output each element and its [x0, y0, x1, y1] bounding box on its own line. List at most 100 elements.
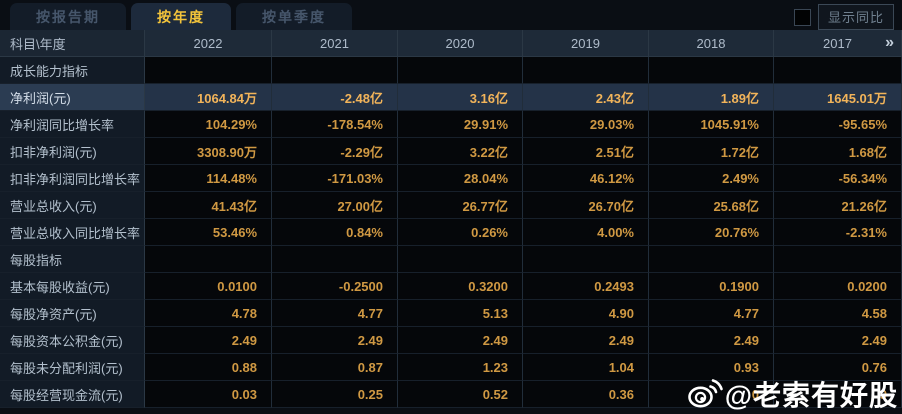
table-row[interactable]: 每股未分配利润(元) 0.88 0.87 1.23 1.04 0.93 0.76 — [0, 354, 902, 381]
cell-value: 3.22亿 — [398, 138, 523, 165]
cell-value: 4.77 — [649, 300, 774, 327]
cell-value: 0.25 — [272, 381, 398, 408]
cell-value: 0.52 — [398, 381, 523, 408]
column-header-2022[interactable]: 2022 — [145, 30, 272, 57]
table-header-row: 科目\年度 2022 2021 2020 2019 2018 2017 » — [0, 30, 902, 57]
cell-value: 4.77 — [272, 300, 398, 327]
cell-value — [272, 246, 398, 273]
row-label: 营业总收入(元) — [0, 192, 145, 219]
row-label: 基本每股收益(元) — [0, 273, 145, 300]
row-label: 扣非净利润同比增长率 — [0, 165, 145, 192]
cell-value: 5.13 — [398, 300, 523, 327]
table-row[interactable]: 净利润同比增长率 104.29% -178.54% 29.91% 29.03% 1045.… — [0, 111, 902, 138]
cell-value: 2.49 — [774, 327, 902, 354]
period-tabbar: 按报告期 按年度 按单季度 显示同比 — [0, 0, 902, 30]
cell-value: 3.16亿 — [398, 84, 523, 111]
cell-value: 0.76 — [774, 354, 902, 381]
cell-value: -2.29亿 — [272, 138, 398, 165]
cell-value: 2.49% — [649, 165, 774, 192]
column-header-2021[interactable]: 2021 — [272, 30, 398, 57]
cell-value: 0.2493 — [523, 273, 649, 300]
cell-value: 1.68亿 — [774, 138, 902, 165]
cell-value: 4.58 — [774, 300, 902, 327]
cell-value — [523, 246, 649, 273]
tab-yearly[interactable]: 按年度 — [131, 3, 231, 30]
cell-value: 27.00亿 — [272, 192, 398, 219]
row-label: 每股资本公积金(元) — [0, 327, 145, 354]
row-label: 每股未分配利润(元) — [0, 354, 145, 381]
column-header-2018[interactable]: 2018 — [649, 30, 774, 57]
cell-value — [145, 57, 272, 84]
cell-value: 104.29% — [145, 111, 272, 138]
cell-value: 0.0200 — [774, 273, 902, 300]
cell-value: 0.26% — [398, 219, 523, 246]
table-row[interactable]: 扣非净利润(元) 3308.90万 -2.29亿 3.22亿 2.51亿 1.72亿 1.6… — [0, 138, 902, 165]
cell-value: 1064.84万 — [145, 84, 272, 111]
column-header-2019[interactable]: 2019 — [523, 30, 649, 57]
table-row[interactable]: 营业总收入(元) 41.43亿 27.00亿 26.77亿 26.70亿 25.68亿 21… — [0, 192, 902, 219]
cell-value — [649, 246, 774, 273]
table-row[interactable]: 营业总收入同比增长率 53.46% 0.84% 0.26% 4.00% 20.76% -2.… — [0, 219, 902, 246]
cell-value: 4.90 — [523, 300, 649, 327]
cell-value — [774, 57, 902, 84]
table-row[interactable]: 扣非净利润同比增长率 114.48% -171.03% 28.04% 46.12% 2.4… — [0, 165, 902, 192]
cell-value: 0.84% — [272, 219, 398, 246]
cell-value: 2.49 — [145, 327, 272, 354]
row-label: 每股净资产(元) — [0, 300, 145, 327]
corner-header: 科目\年度 — [0, 30, 145, 57]
cell-value: 2.51亿 — [523, 138, 649, 165]
cell-value: 0.88 — [145, 354, 272, 381]
row-label: 成长能力指标 — [0, 57, 145, 84]
cell-value — [523, 57, 649, 84]
show-yoy-label[interactable]: 显示同比 — [817, 4, 894, 30]
row-label: 净利润同比增长率 — [0, 111, 145, 138]
cell-value: 1.23 — [398, 354, 523, 381]
more-columns-icon[interactable]: » — [885, 34, 894, 51]
cell-value: 1.04 — [523, 354, 649, 381]
cell-value: 1645.01万 — [774, 84, 902, 111]
show-yoy-checkbox[interactable] — [793, 8, 811, 26]
cell-value: 1.89亿 — [649, 84, 774, 111]
cell-value: -178.54% — [272, 111, 398, 138]
cell-value: 20.76% — [649, 219, 774, 246]
cell-value: 1045.91% — [649, 111, 774, 138]
row-label: 净利润(元) — [0, 84, 145, 111]
cell-value: -0.2500 — [272, 273, 398, 300]
table-row[interactable]: 成长能力指标 — [0, 57, 902, 84]
table-row[interactable]: 每股资本公积金(元) 2.49 2.49 2.49 2.49 2.49 2.49 — [0, 327, 902, 354]
cell-value: -171.03% — [272, 165, 398, 192]
column-header-2020[interactable]: 2020 — [398, 30, 523, 57]
table-row[interactable]: 基本每股收益(元) 0.0100 -0.2500 0.3200 0.2493 0.1900… — [0, 273, 902, 300]
cell-value: 2.49 — [272, 327, 398, 354]
cell-value: 114.48% — [145, 165, 272, 192]
tab-single-quarter[interactable]: 按单季度 — [236, 3, 352, 30]
cell-value: 26.70亿 — [523, 192, 649, 219]
table-row[interactable]: 每股经营现金流(元) 0.03 0.25 0.52 0.36 0 9 — [0, 381, 902, 408]
cell-value: -95.65% — [774, 111, 902, 138]
cell-value: 2.43亿 — [523, 84, 649, 111]
cell-value: 0.36 — [523, 381, 649, 408]
cell-value: 41.43亿 — [145, 192, 272, 219]
cell-value: -56.34% — [774, 165, 902, 192]
cell-value: 2.49 — [523, 327, 649, 354]
cell-value: 53.46% — [145, 219, 272, 246]
column-header-2017[interactable]: 2017 » — [774, 30, 902, 57]
cell-value — [649, 57, 774, 84]
cell-value: 0.93 — [649, 354, 774, 381]
cell-value — [774, 246, 902, 273]
cell-value: 4.78 — [145, 300, 272, 327]
tab-report-period[interactable]: 按报告期 — [10, 3, 126, 30]
cell-value — [398, 57, 523, 84]
cell-value: 9 — [774, 381, 902, 408]
table-row[interactable]: 每股指标 — [0, 246, 902, 273]
row-label: 每股经营现金流(元) — [0, 381, 145, 408]
cell-value: 4.00% — [523, 219, 649, 246]
cell-value: 0.3200 — [398, 273, 523, 300]
table-row[interactable]: 每股净资产(元) 4.78 4.77 5.13 4.90 4.77 4.58 — [0, 300, 902, 327]
cell-value — [145, 246, 272, 273]
cell-value: 28.04% — [398, 165, 523, 192]
table-row[interactable]: 净利润(元) 1064.84万 -2.48亿 3.16亿 2.43亿 1.89亿 1645.… — [0, 84, 902, 111]
row-label: 营业总收入同比增长率 — [0, 219, 145, 246]
cell-value: 0.0100 — [145, 273, 272, 300]
